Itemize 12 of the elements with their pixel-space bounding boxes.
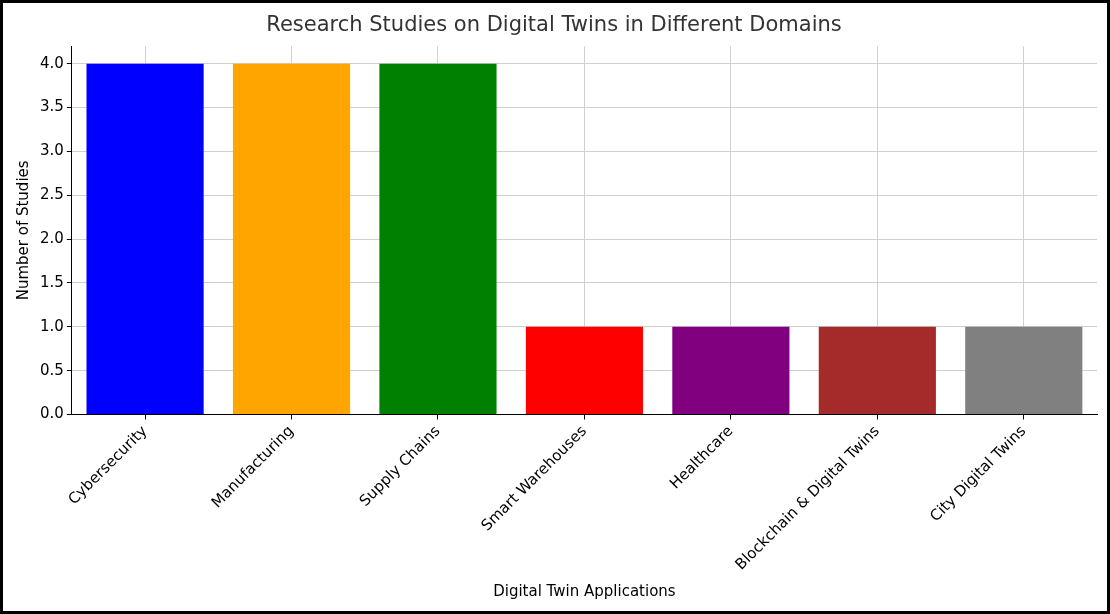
y-tick-label: 4.0: [40, 53, 64, 72]
y-tick-label: 1.0: [40, 316, 64, 335]
chart-title: Research Studies on Digital Twins in Different Domains: [266, 12, 842, 37]
y-tick-label: 2.5: [40, 185, 64, 204]
x-axis-title: Digital Twin Applications: [493, 581, 676, 600]
y-tick-label: 0.0: [40, 404, 64, 423]
y-tick-label: 3.0: [40, 141, 64, 160]
y-tick-label: 0.5: [40, 360, 64, 379]
y-tick-label: 3.5: [40, 97, 64, 116]
y-axis-title: Number of Studies: [13, 160, 32, 301]
y-tick-label: 2.0: [40, 229, 64, 247]
y-tick-label: 1.5: [40, 272, 64, 291]
